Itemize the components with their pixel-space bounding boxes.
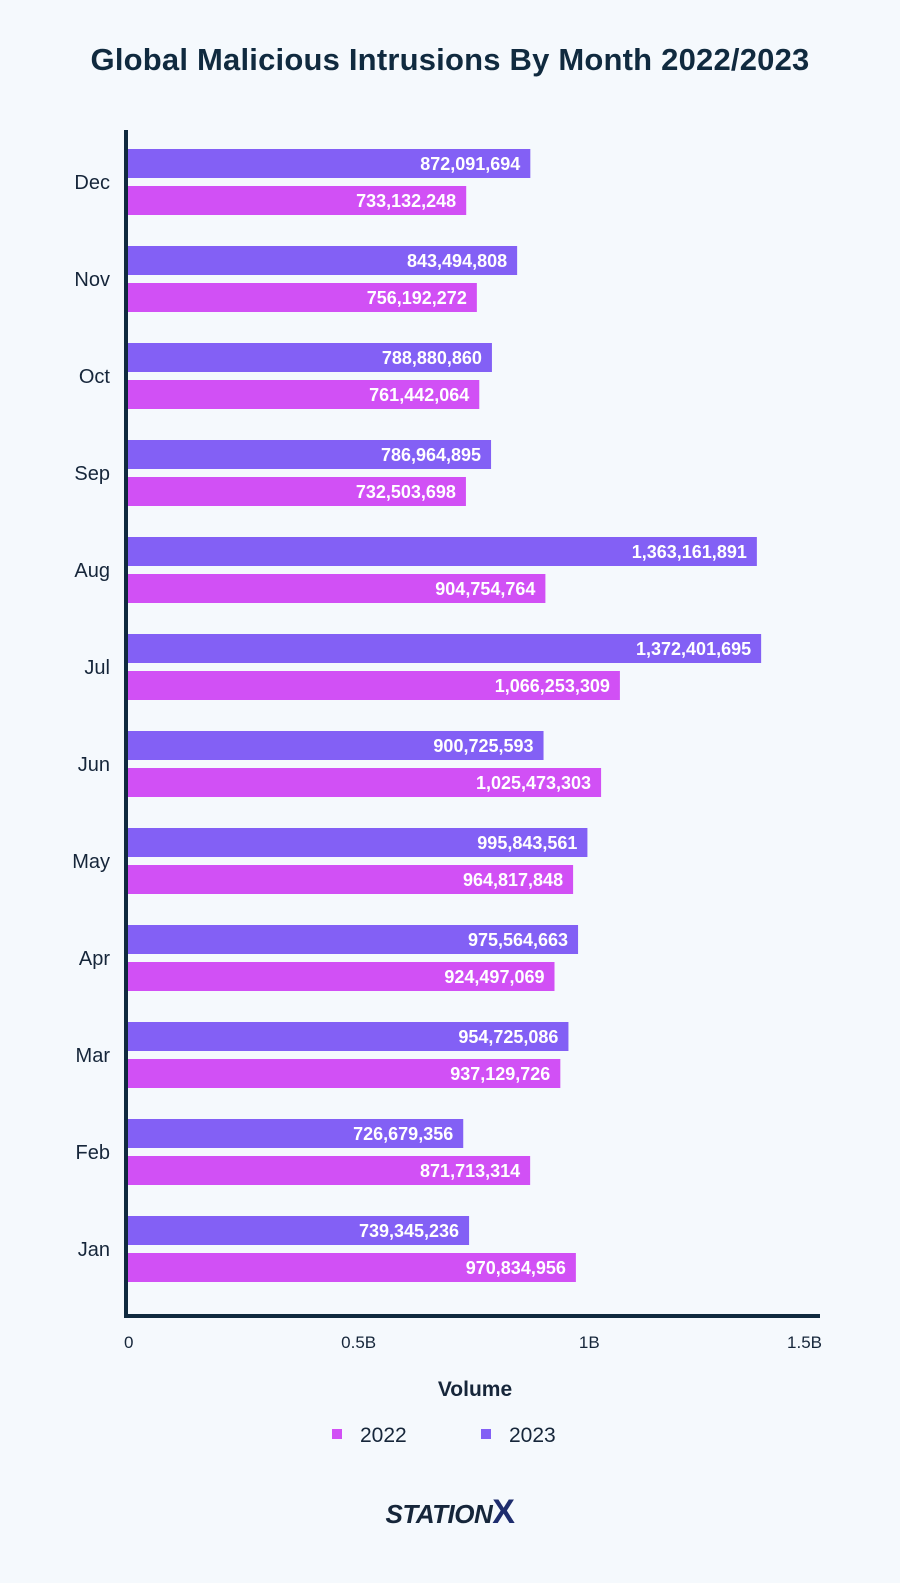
bar-sep-2023: [128, 440, 492, 469]
category-label: Feb: [76, 1142, 110, 1164]
bar-value-label: 954,725,086: [458, 1027, 558, 1047]
bar-value-label: 761,442,064: [369, 385, 469, 405]
bar-value-label: 1,372,401,695: [636, 639, 751, 659]
bar-apr-2022: [128, 962, 555, 991]
bar-value-label: 937,129,726: [450, 1064, 550, 1084]
bar-value-label: 871,713,314: [420, 1161, 520, 1181]
bar-feb-2023: [128, 1119, 464, 1148]
bar-value-label: 788,880,860: [382, 348, 482, 368]
bar-value-label: 732,503,698: [356, 482, 456, 502]
bar-dec-2023: [128, 149, 531, 178]
legend-label-2023: 2023: [509, 1424, 556, 1447]
x-tick-label: 1B: [579, 1333, 600, 1352]
legend: 2022 2023: [332, 1424, 556, 1447]
x-tick-label: 0: [124, 1333, 133, 1352]
legend-swatch-2023: [481, 1429, 491, 1439]
bar-jul-2023: [128, 634, 762, 663]
bar-value-label: 900,725,593: [433, 736, 533, 756]
x-tick-label: 0.5B: [341, 1333, 376, 1352]
category-label: Aug: [74, 560, 110, 582]
labels-layer: 872,091,694 733,132,248 Dec 843,494,808 756,…: [72, 154, 751, 1278]
x-tick-label: 1.5B: [787, 1333, 822, 1352]
bar-value-label: 843,494,808: [407, 251, 507, 271]
category-label: Oct: [79, 366, 111, 388]
bar-value-label: 970,834,956: [466, 1258, 566, 1278]
bar-apr-2023: [128, 925, 579, 954]
bar-may-2023: [128, 828, 588, 857]
bar-value-label: 1,025,473,303: [476, 773, 591, 793]
bar-nov-2023: [128, 246, 518, 275]
bar-value-label: 964,817,848: [463, 870, 563, 890]
stationx-logo: STATIONX: [0, 1493, 900, 1532]
bar-aug-2023: [128, 537, 757, 566]
bar-value-label: 756,192,272: [367, 288, 467, 308]
bar-value-label: 872,091,694: [420, 154, 520, 174]
bar-value-label: 1,066,253,309: [495, 676, 610, 696]
bar-mar-2022: [128, 1059, 561, 1088]
category-label: Nov: [74, 269, 110, 291]
bar-sep-2022: [128, 477, 466, 506]
bar-oct-2023: [128, 343, 492, 372]
category-label: Jan: [78, 1239, 110, 1261]
category-label: Dec: [74, 172, 110, 194]
bar-feb-2022: [128, 1156, 531, 1185]
bar-value-label: 1,363,161,891: [632, 542, 747, 562]
bar-value-label: 924,497,069: [444, 967, 544, 987]
category-label: Jun: [78, 754, 110, 776]
bar-value-label: 726,679,356: [353, 1124, 453, 1144]
bar-jan-2022: [128, 1253, 576, 1282]
logo-text: STATION: [385, 1499, 493, 1529]
bars-layer: [128, 149, 762, 1282]
bar-value-label: 975,564,663: [468, 930, 568, 950]
bar-jan-2023: [128, 1216, 470, 1245]
category-label: Mar: [76, 1045, 111, 1067]
bar-jun-2022: [128, 768, 602, 797]
x-tick-labels: 0 0.5B 1B 1.5B: [124, 1333, 822, 1352]
logo-x: X: [492, 1493, 515, 1531]
bar-jul-2022: [128, 671, 620, 700]
legend-label-2022: 2022: [360, 1424, 407, 1447]
bar-aug-2022: [128, 574, 546, 603]
bar-oct-2022: [128, 380, 480, 409]
bar-value-label: 786,964,895: [381, 445, 481, 465]
bar-value-label: 904,754,764: [435, 579, 535, 599]
bar-mar-2023: [128, 1022, 569, 1051]
category-label: Jul: [84, 657, 110, 679]
category-label: May: [72, 851, 110, 873]
bar-value-label: 733,132,248: [356, 191, 456, 211]
bar-value-label: 739,345,236: [359, 1221, 459, 1241]
bar-dec-2022: [128, 186, 467, 215]
legend-swatch-2022: [332, 1429, 342, 1439]
bar-value-label: 995,843,561: [477, 833, 577, 853]
chart-title: Global Malicious Intrusions By Month 202…: [90, 42, 810, 77]
bar-nov-2022: [128, 283, 477, 312]
bar-may-2022: [128, 865, 574, 894]
bar-jun-2023: [128, 731, 544, 760]
category-label: Apr: [79, 948, 110, 970]
category-label: Sep: [74, 463, 110, 485]
x-axis-title: Volume: [438, 1378, 512, 1401]
